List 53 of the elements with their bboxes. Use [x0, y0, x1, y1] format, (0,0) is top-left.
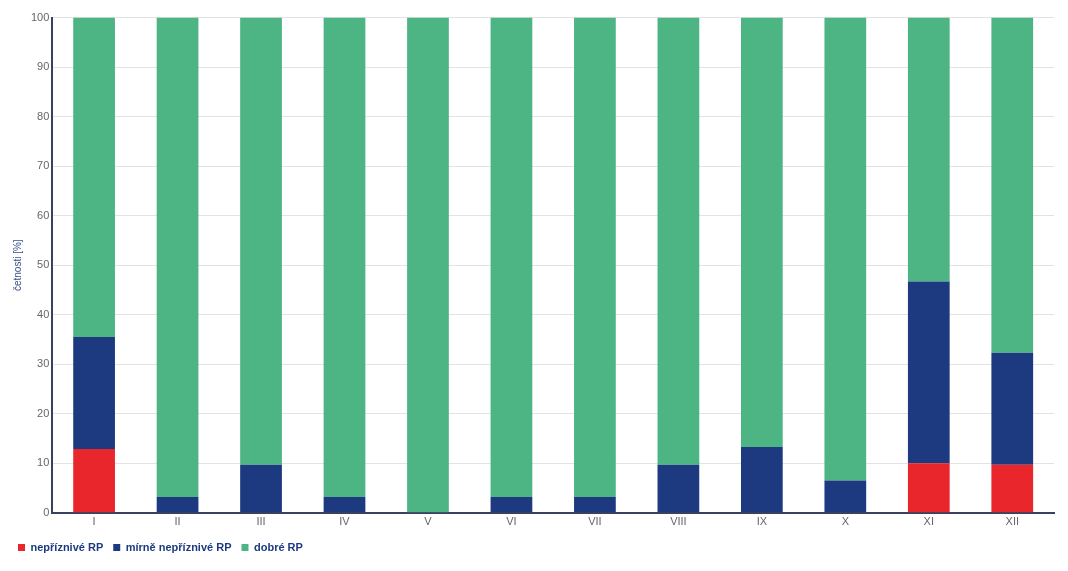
- bar: [824, 17, 867, 481]
- x-tick-label: IX: [756, 515, 768, 528]
- bar: [73, 17, 115, 337]
- y-tick-label: 80: [37, 109, 50, 122]
- x-tick-label: V: [424, 515, 433, 528]
- bar: [156, 17, 199, 497]
- bar: [490, 17, 533, 497]
- x-tick-label: XI: [923, 515, 934, 528]
- y-tick-label: 50: [37, 258, 50, 271]
- y-tick-label: 40: [37, 307, 50, 320]
- bar: [991, 352, 1034, 465]
- x-tick-label: VI: [506, 515, 517, 528]
- bar: [323, 17, 366, 497]
- bar: [907, 17, 950, 282]
- y-tick-label: 0: [43, 505, 50, 518]
- x-tick-label: XII: [1005, 515, 1019, 528]
- bar: [740, 446, 783, 513]
- y-tick-label: 30: [37, 357, 50, 370]
- bar: [240, 17, 282, 465]
- x-tick-label: VIII: [670, 515, 687, 528]
- y-tick-label: 90: [37, 60, 50, 73]
- bar: [574, 496, 616, 513]
- y-axis-title: četnosti [%]: [11, 239, 23, 292]
- y-tick-label: 10: [37, 456, 50, 469]
- x-tick-label: X: [841, 515, 850, 528]
- bar: [156, 496, 199, 513]
- bar: [824, 480, 867, 513]
- y-tick-label: 20: [37, 406, 50, 419]
- legend-label: nepříznivé RP: [30, 540, 104, 553]
- bar: [490, 496, 533, 513]
- legend-label: mírně nepříznivé RP: [125, 540, 232, 553]
- x-tick-label: I: [92, 515, 96, 528]
- bar: [73, 448, 115, 513]
- y-tick-label: 100: [30, 10, 50, 23]
- y-tick-label: 60: [37, 208, 50, 221]
- bar: [323, 496, 366, 513]
- bar: [740, 17, 783, 447]
- bar: [991, 464, 1034, 513]
- y-tick-label: 70: [37, 159, 50, 172]
- bar: [73, 337, 115, 449]
- bar: [907, 281, 950, 464]
- bar: [240, 464, 282, 513]
- x-tick-label: III: [256, 515, 266, 528]
- bar: [657, 464, 700, 513]
- x-tick-label: II: [174, 515, 181, 528]
- legend-label: dobré RP: [253, 540, 303, 553]
- bar: [407, 17, 449, 513]
- x-tick-label: IV: [339, 515, 351, 528]
- bar: [657, 17, 700, 465]
- x-tick-label: VII: [588, 515, 602, 528]
- bar: [907, 463, 950, 513]
- bar: [991, 17, 1034, 353]
- bar: [574, 17, 616, 497]
